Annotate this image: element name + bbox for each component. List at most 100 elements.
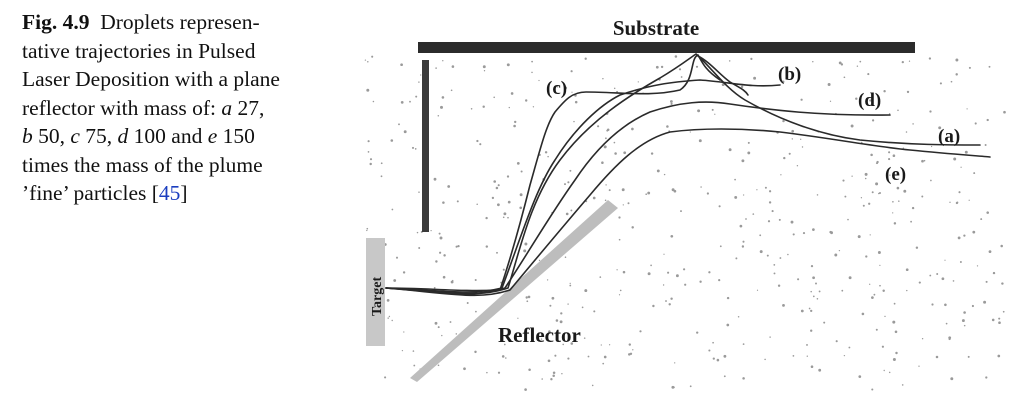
particle-dot — [759, 234, 762, 237]
particle-dot — [391, 319, 393, 322]
particle-dot — [929, 110, 932, 113]
particle-dot — [806, 343, 808, 346]
particle-dot — [983, 300, 987, 304]
particle-dot — [689, 131, 691, 133]
particle-dot — [950, 377, 954, 381]
particle-dot — [986, 211, 989, 214]
particle-dot — [988, 250, 992, 254]
particle-dot — [650, 152, 654, 155]
particle-dot — [905, 268, 909, 272]
particle-dot — [963, 311, 966, 314]
trajectory-label-a: (a) — [938, 126, 960, 147]
particle-dot — [507, 200, 511, 204]
particle-dot — [482, 105, 485, 108]
trajectory-label-d: (d) — [858, 90, 881, 111]
particle-dot — [728, 148, 732, 152]
particle-dot — [718, 278, 721, 282]
particle-dot — [892, 320, 896, 324]
particle-dot — [816, 298, 819, 300]
particle-dot — [783, 156, 786, 160]
particle-dot — [367, 140, 370, 143]
particle-dot — [908, 60, 911, 62]
particle-dot — [449, 321, 452, 323]
particle-dot — [639, 330, 642, 333]
particle-dot — [502, 216, 505, 219]
particle-dot — [519, 206, 523, 210]
particle-dot — [921, 195, 924, 198]
particle-dot — [559, 320, 563, 324]
particle-dot — [418, 247, 421, 249]
particle-dot — [812, 228, 815, 231]
particle-dot — [474, 278, 477, 282]
particle-dot — [875, 328, 878, 331]
caption-line-4: reflector with mass of: a 27, — [22, 94, 340, 123]
particle-dot — [456, 200, 459, 203]
particle-dot — [939, 82, 942, 85]
particle-dot — [931, 303, 934, 306]
particle-dot — [800, 98, 803, 101]
particle-dot — [742, 343, 745, 345]
particle-dot — [963, 324, 966, 327]
particle-dot — [963, 234, 966, 237]
particle-dot — [896, 186, 900, 190]
particle-dot — [555, 319, 559, 322]
particle-dot — [985, 376, 988, 379]
particle-dot — [495, 186, 499, 190]
particle-dot — [739, 224, 743, 228]
particle-dot — [652, 304, 655, 308]
particle-dot — [706, 192, 710, 195]
particle-dot — [506, 63, 510, 67]
particle-dot — [479, 143, 482, 146]
particle-dot — [502, 268, 505, 271]
particle-dot — [497, 371, 501, 374]
particle-dot — [564, 256, 567, 258]
particle-dot — [864, 172, 868, 176]
particle-dot — [608, 344, 611, 346]
particle-dot — [622, 204, 624, 206]
caption-text-4: reflector with mass of: — [22, 95, 222, 120]
particle-dot — [759, 250, 763, 254]
particle-dot — [829, 100, 832, 102]
caption-text-7b: ] — [180, 181, 188, 205]
mass-value-d: 100 and — [128, 124, 208, 148]
particle-dot — [507, 216, 509, 219]
caption-line-6: times the mass of the plume — [22, 152, 263, 177]
particle-dot — [878, 192, 880, 195]
particle-dot — [1003, 110, 1006, 114]
particle-dot — [957, 236, 961, 240]
particle-dot — [856, 65, 859, 67]
particle-dot — [547, 155, 549, 158]
particle-dot — [516, 162, 520, 165]
particle-dot — [716, 358, 720, 362]
particle-dot — [523, 249, 527, 253]
particle-dot — [670, 102, 673, 105]
particle-dot — [780, 174, 782, 176]
particle-dot — [869, 234, 871, 236]
particle-dot — [418, 191, 420, 193]
particle-dot — [411, 146, 415, 149]
particle-dot — [574, 100, 578, 104]
particle-dot — [438, 232, 441, 235]
particle-dot — [735, 257, 738, 260]
particle-dot — [747, 141, 750, 144]
particle-dot — [680, 210, 682, 213]
particle-dot — [773, 272, 776, 275]
particle-dot — [369, 158, 373, 161]
citation-link[interactable]: 45 — [158, 181, 181, 205]
particle-dot — [911, 206, 915, 210]
particle-dot — [777, 284, 781, 287]
particle-dot — [810, 309, 813, 313]
substrate-bar — [418, 42, 915, 53]
particle-dot — [879, 264, 881, 267]
particle-dot — [606, 129, 609, 132]
particle-dot — [747, 151, 751, 155]
particle-dot — [564, 86, 568, 90]
particle-dot — [928, 57, 932, 60]
particle-dot — [801, 146, 804, 148]
particle-dot — [503, 212, 507, 216]
particle-dot — [830, 231, 833, 235]
target-block — [366, 238, 385, 346]
particle-dot — [834, 253, 838, 257]
particle-dot — [418, 81, 420, 83]
particle-dot — [552, 374, 555, 377]
